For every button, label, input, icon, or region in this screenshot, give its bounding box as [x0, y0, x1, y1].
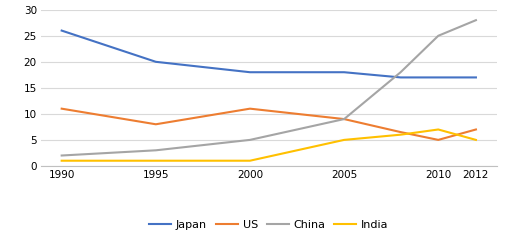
India [473, 138, 479, 141]
India [247, 159, 253, 162]
Japan [153, 60, 159, 63]
India [435, 128, 441, 131]
US [153, 123, 159, 126]
Japan [341, 71, 347, 74]
India [153, 159, 159, 162]
US [58, 107, 65, 110]
India [341, 138, 347, 141]
US [247, 107, 253, 110]
Line: Japan: Japan [61, 30, 476, 77]
Japan [473, 76, 479, 79]
Japan [247, 71, 253, 74]
India [397, 133, 403, 136]
Line: China: China [61, 20, 476, 155]
Japan [58, 29, 65, 32]
China [247, 138, 253, 141]
US [435, 138, 441, 141]
China [341, 118, 347, 121]
China [58, 154, 65, 157]
Line: US: US [61, 109, 476, 140]
US [341, 118, 347, 121]
US [473, 128, 479, 131]
US [397, 131, 403, 133]
China [435, 34, 441, 37]
China [153, 149, 159, 152]
Japan [435, 76, 441, 79]
India [58, 159, 65, 162]
Japan [397, 76, 403, 79]
Legend: Japan, US, China, India: Japan, US, China, India [145, 215, 393, 234]
China [473, 19, 479, 22]
China [397, 71, 403, 74]
Line: India: India [61, 130, 476, 161]
